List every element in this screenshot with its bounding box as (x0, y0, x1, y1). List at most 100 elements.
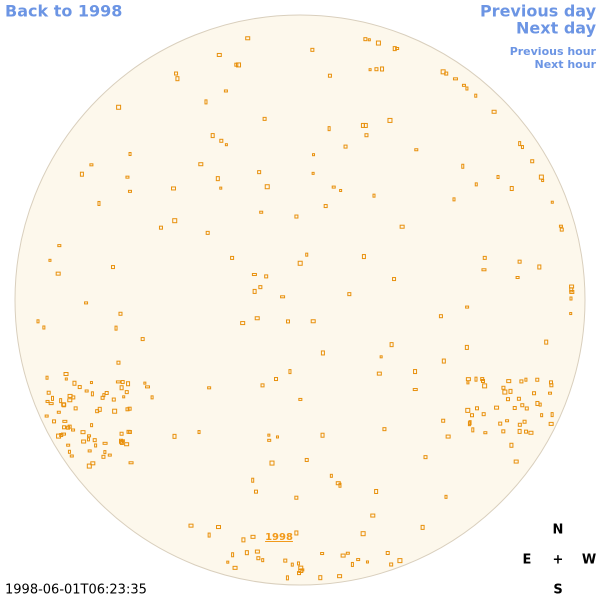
previous-day-link[interactable]: Previous day (480, 2, 597, 21)
contour (119, 385, 124, 391)
contour (264, 274, 269, 279)
contour (67, 398, 73, 403)
contour (340, 553, 346, 558)
contour (48, 258, 52, 262)
contour (327, 73, 332, 78)
contour (252, 288, 257, 294)
contour (280, 295, 286, 299)
previous-hour-link[interactable]: Previous hour (510, 45, 597, 58)
contour (120, 380, 125, 385)
contour (125, 175, 130, 179)
contour (79, 171, 84, 177)
contour (215, 176, 220, 182)
contour (56, 433, 62, 439)
contour (339, 188, 343, 192)
contour (275, 435, 279, 439)
contour (530, 159, 535, 164)
contour (464, 344, 469, 350)
contour (288, 369, 292, 375)
contour (143, 381, 147, 385)
contour (465, 407, 471, 413)
contour (219, 186, 223, 190)
contour (444, 71, 449, 76)
contour (116, 104, 122, 110)
contour (441, 418, 446, 423)
contour (318, 575, 323, 581)
contour (73, 406, 78, 411)
contour (508, 388, 513, 394)
contour (69, 454, 74, 458)
contour (114, 325, 118, 331)
contour (461, 163, 465, 169)
contour (465, 377, 471, 382)
contour (283, 558, 288, 563)
contour (267, 438, 272, 442)
contour (517, 428, 522, 434)
contour (150, 395, 154, 400)
contour (259, 210, 264, 214)
contour (56, 410, 61, 414)
contour (285, 319, 290, 324)
contour (540, 413, 544, 418)
contour (36, 319, 40, 324)
contour (471, 427, 475, 433)
contour (250, 534, 256, 539)
contour (207, 386, 212, 390)
contour (188, 523, 194, 528)
contour (231, 552, 235, 558)
contour (509, 442, 514, 448)
contour (119, 438, 124, 444)
contour (204, 99, 208, 105)
contour (90, 423, 94, 428)
contour (253, 489, 258, 494)
contour (474, 376, 478, 382)
contour (376, 371, 382, 376)
contour (87, 434, 92, 438)
contour (559, 227, 564, 232)
contour (126, 381, 131, 387)
contour (465, 305, 470, 309)
contour (474, 182, 478, 187)
compass-north: N (553, 523, 564, 538)
contour (395, 47, 400, 51)
contour (412, 388, 418, 392)
contour (310, 47, 315, 52)
contour (297, 260, 303, 266)
contour (45, 399, 50, 403)
contour (125, 407, 130, 412)
contour (223, 89, 228, 93)
next-hour-link[interactable]: Next hour (535, 58, 597, 71)
next-day-link[interactable]: Next day (516, 19, 597, 38)
contour (80, 430, 86, 435)
contour (535, 400, 540, 406)
contour (62, 425, 67, 430)
contour (392, 46, 397, 52)
contour (505, 419, 510, 423)
contour (86, 437, 90, 442)
contour (550, 412, 554, 418)
contour (103, 450, 107, 455)
contour (107, 453, 112, 457)
contour (541, 179, 545, 183)
contour (256, 556, 261, 561)
contour (71, 428, 76, 432)
contour (66, 425, 71, 430)
compass-west: W (582, 553, 596, 568)
year-link[interactable]: 1998 (265, 532, 293, 543)
contour (261, 558, 265, 563)
contour (64, 377, 68, 381)
contour (375, 40, 381, 46)
contour (174, 71, 179, 76)
contour (112, 408, 118, 414)
contour (505, 397, 510, 402)
contour (414, 148, 419, 152)
contour (84, 301, 89, 305)
contour (254, 316, 260, 321)
contour (524, 377, 528, 382)
contour (262, 116, 267, 121)
back-link[interactable]: Back to 1998 (5, 2, 122, 21)
contour (92, 438, 97, 443)
contour (294, 530, 299, 536)
contour (367, 38, 371, 42)
